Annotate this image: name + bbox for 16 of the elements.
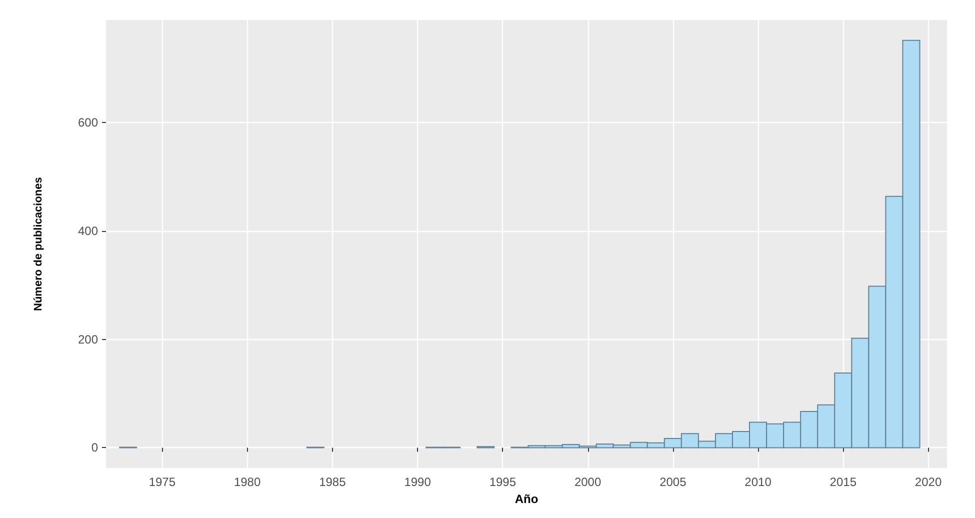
x-tick-label: 1985 (319, 475, 346, 490)
x-tick-label: 2005 (660, 475, 687, 490)
x-tick-label: 1990 (404, 475, 432, 490)
y-tick-label: 200 (78, 332, 98, 346)
x-tick-label: 1980 (234, 475, 261, 490)
x-tick-label: 1975 (148, 475, 176, 490)
x-tick-label: 2015 (830, 475, 857, 490)
x-tick-label: 2000 (574, 475, 602, 490)
y-axis-title: Número de publicaciones (32, 177, 44, 311)
x-axis-title: Año (514, 492, 538, 506)
y-tick-label: 0 (91, 440, 98, 455)
x-tick-label: 2020 (914, 475, 942, 490)
y-tick-label: 600 (78, 116, 98, 130)
x-tick-label: 1995 (489, 475, 516, 490)
y-tick-label: 400 (78, 224, 98, 238)
x-tick-label: 2010 (744, 475, 772, 490)
